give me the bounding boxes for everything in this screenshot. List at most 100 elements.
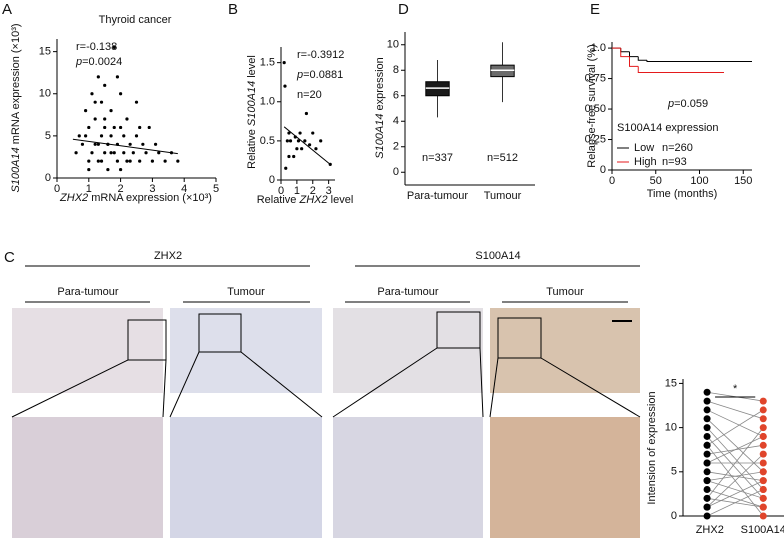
point	[99, 100, 104, 104]
zoom-line	[489, 357, 499, 418]
n-label: n=512	[487, 152, 518, 164]
annotation-part: =0.0024	[82, 56, 122, 68]
zoom-box	[436, 311, 481, 349]
y-tick-label: 0.25	[585, 133, 606, 145]
x-tick-label: 3	[149, 183, 155, 195]
point	[703, 468, 711, 476]
y-tick-label: 5	[671, 466, 677, 478]
point	[93, 117, 97, 121]
point	[311, 131, 315, 135]
x-tick-label: ZHX2	[696, 524, 724, 536]
point	[703, 415, 711, 423]
fit-line	[72, 138, 178, 155]
x-axis-label: Relative ZHX2 level	[257, 194, 354, 206]
point	[703, 397, 711, 405]
point	[304, 111, 309, 116]
point	[112, 125, 116, 130]
point	[74, 151, 78, 155]
point	[703, 459, 711, 467]
zoom-line	[479, 347, 484, 418]
y-tick-label: 2	[393, 141, 399, 153]
point	[319, 139, 323, 143]
point	[103, 117, 107, 121]
zoom-box	[497, 317, 542, 359]
point	[153, 142, 158, 146]
point	[109, 134, 113, 138]
survival-step	[637, 56, 647, 61]
point	[759, 468, 767, 476]
point	[759, 415, 767, 423]
point	[150, 159, 154, 163]
pair-line	[706, 436, 764, 499]
point	[93, 100, 97, 104]
pair-line	[706, 480, 764, 499]
y-tick-label: 0.5	[260, 135, 275, 147]
zoom-line	[240, 351, 323, 418]
panel-label: A	[2, 1, 12, 18]
y-axis-label-part: level	[246, 55, 258, 81]
point	[141, 142, 145, 146]
point	[703, 388, 711, 396]
survival-step	[620, 48, 630, 53]
point	[109, 151, 113, 155]
x-axis-label: Time (months)	[647, 188, 718, 200]
x-tick-label: 100	[690, 175, 708, 187]
point	[115, 159, 120, 163]
panel-label: D	[398, 1, 409, 18]
zoom-line	[332, 347, 438, 418]
ihc-zoom	[170, 417, 322, 538]
point	[122, 151, 126, 155]
y-tick-label: 15	[39, 46, 51, 58]
x-tick-label: 1	[294, 185, 300, 197]
x-axis-label-part: Relative	[257, 194, 300, 206]
point	[99, 159, 104, 163]
y-tick-label: 0	[671, 510, 677, 522]
point	[134, 100, 139, 104]
point	[759, 397, 767, 405]
point	[96, 75, 100, 79]
point	[307, 143, 312, 147]
annotation: r=-0.3912	[297, 49, 344, 61]
annotation-part: p	[296, 69, 303, 81]
ihc-zoom	[12, 417, 163, 538]
y-axis-label-part: S100A14	[374, 114, 386, 159]
x-tick-label: 150	[734, 175, 752, 187]
pair-line	[706, 409, 764, 437]
point	[119, 92, 123, 96]
point	[96, 159, 100, 163]
x-tick-label: 0	[54, 183, 60, 195]
point	[99, 134, 104, 138]
pair-line	[706, 445, 764, 517]
point	[703, 485, 711, 493]
y-axis-label-part: Relative	[246, 126, 258, 169]
y-tick-label: 0.75	[585, 72, 606, 84]
point	[703, 512, 711, 520]
point	[87, 159, 91, 163]
point	[106, 167, 110, 172]
point	[125, 159, 129, 163]
x-axis-label-part: Time (months)	[647, 188, 718, 200]
panel-label: C	[4, 249, 15, 266]
annotation: n=20	[297, 89, 322, 101]
point	[84, 134, 88, 138]
ihc-images	[11, 301, 641, 538]
x-axis-label-part: mRNA expression (×10³)	[88, 192, 212, 204]
point	[163, 159, 167, 163]
pair-line	[707, 471, 764, 482]
x-tick-label: 4	[181, 183, 187, 195]
y-axis-label: Intension of expression	[646, 391, 658, 504]
annotation-part: r=-0.138	[76, 41, 117, 53]
point	[759, 503, 767, 511]
ihc-zoom	[490, 417, 640, 538]
point	[282, 61, 286, 65]
panel-label: E	[590, 1, 600, 18]
point	[759, 441, 767, 449]
survival-step	[629, 56, 639, 67]
sub-title: Tumour	[546, 286, 584, 298]
x-tick-label: 3	[326, 185, 332, 197]
legend-label: Low	[634, 142, 654, 154]
ihc-image	[490, 308, 640, 393]
point	[759, 432, 767, 440]
point	[284, 166, 288, 170]
y-tick-label: 10	[39, 88, 51, 100]
